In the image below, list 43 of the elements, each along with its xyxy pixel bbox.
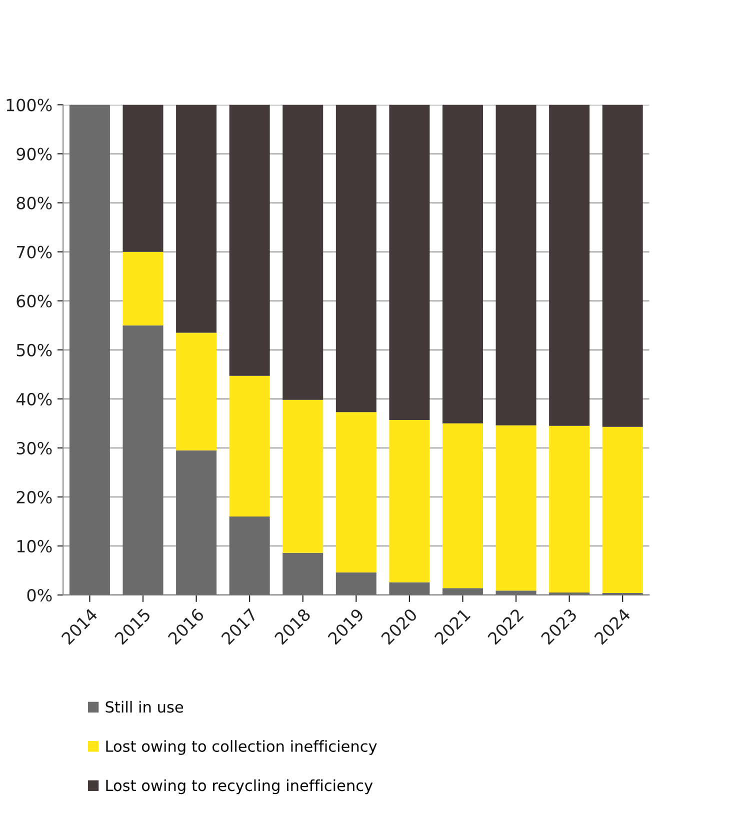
- bar: [122, 325, 164, 595]
- y-tick-label: 100%: [6, 98, 52, 112]
- bar: [602, 426, 643, 594]
- y-tick-label: 40%: [16, 392, 52, 406]
- bar: [336, 104, 376, 412]
- y-tick-label: 30%: [16, 442, 52, 454]
- y-tick-label: 70%: [16, 246, 52, 258]
- bar: [442, 588, 483, 595]
- bar: [496, 104, 536, 426]
- legend-label: Lost owing to collection inefficiency: [106, 740, 377, 755]
- bar: [122, 252, 164, 326]
- y-tick-label: 10%: [17, 540, 52, 553]
- y-tick-label: 20%: [16, 490, 52, 504]
- bar: [496, 425, 536, 591]
- bar: [229, 516, 270, 595]
- bar: [389, 582, 430, 595]
- bar: [389, 104, 430, 420]
- bar: [176, 450, 217, 595]
- bar: [122, 104, 164, 252]
- bar: [602, 104, 643, 427]
- legend-label: Still in use: [106, 700, 184, 713]
- bar: [389, 420, 430, 582]
- bar: [442, 423, 483, 588]
- y-tick-label: 90%: [16, 148, 52, 160]
- bar: [336, 572, 376, 595]
- legend-label: Lost owing to recycling inefficiency: [106, 779, 373, 794]
- bar: [496, 590, 536, 595]
- bar: [229, 104, 270, 376]
- bar: [549, 426, 590, 593]
- bar: [282, 400, 324, 553]
- y-tick-label: 80%: [16, 196, 52, 210]
- bar: [442, 104, 483, 424]
- y-tick-label: 60%: [16, 294, 52, 308]
- y-tick-label: 0%: [27, 588, 52, 602]
- bar: [229, 376, 270, 517]
- bar: [549, 104, 590, 426]
- bar: [336, 412, 376, 572]
- bar: [176, 332, 217, 450]
- bar: [176, 104, 217, 333]
- y-tick-label: 50%: [16, 344, 52, 356]
- bar: [282, 552, 324, 595]
- bar: [282, 104, 324, 400]
- bar: [69, 104, 110, 595]
